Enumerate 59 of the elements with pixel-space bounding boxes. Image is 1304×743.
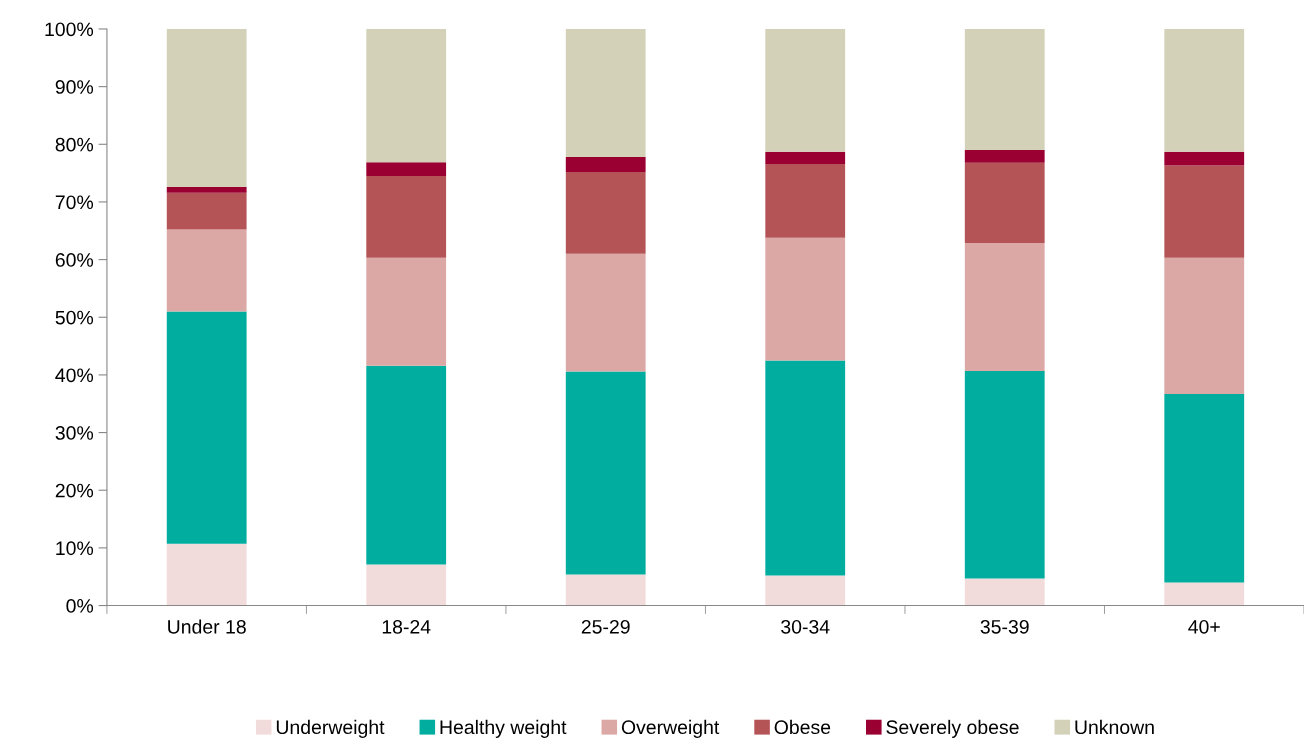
bar (565, 574, 646, 606)
y-tick-label: 90% (55, 80, 94, 94)
y-tick-label: 70% (55, 195, 94, 210)
bar (366, 28, 447, 163)
bar (166, 311, 247, 544)
bar (166, 229, 247, 312)
legend-label: Overweight (621, 719, 720, 738)
bar (765, 575, 846, 606)
bar (565, 253, 646, 372)
bar (964, 162, 1045, 243)
bar (366, 162, 447, 176)
bar (765, 28, 846, 152)
y-tick-label: 20% (55, 483, 94, 498)
y-tick-label: 60% (55, 253, 94, 267)
x-tick-label: 18-24 (382, 619, 431, 634)
bar (366, 257, 447, 366)
bar (765, 151, 846, 164)
bar (565, 156, 646, 172)
y-tick-label: 10% (56, 541, 94, 556)
x-tick-label: Under 18 (168, 619, 246, 634)
bar (166, 28, 247, 187)
legend-label: Obese (774, 719, 831, 735)
bar (964, 242, 1045, 371)
bar (166, 543, 247, 606)
y-tick-label: 80% (55, 137, 94, 152)
y-tick-label: 100% (45, 22, 94, 37)
y-tick-label: 40% (55, 368, 94, 383)
bar (166, 192, 247, 230)
bar (1164, 165, 1245, 258)
bar (366, 176, 447, 258)
bar (565, 371, 646, 575)
bar (765, 163, 846, 238)
x-tick-label: 40+ (1188, 619, 1220, 634)
bar (366, 564, 447, 606)
x-tick-label: 30-34 (781, 619, 830, 634)
bar (1164, 151, 1245, 166)
y-tick-label: 0% (66, 599, 94, 613)
bar (565, 28, 646, 157)
bar (964, 370, 1045, 579)
bar (366, 365, 447, 565)
x-tick-label: 35-39 (980, 619, 1029, 634)
legend-label: Healthy weight (440, 719, 567, 738)
bar (1164, 257, 1245, 394)
bar (964, 150, 1045, 163)
bar (565, 171, 646, 254)
bar (166, 186, 247, 193)
bar (765, 237, 846, 361)
bar (964, 578, 1045, 606)
legend-label: Unknown (1075, 719, 1154, 735)
y-tick-label: 50% (55, 310, 94, 325)
bar (964, 28, 1045, 151)
x-tick-label: 25-29 (581, 619, 630, 634)
bar (1164, 28, 1245, 152)
legend-label: Underweight (276, 719, 385, 738)
bar (765, 360, 846, 576)
legend-label: Severely obese (886, 719, 1019, 738)
y-tick-label: 30% (55, 426, 94, 440)
bar (1164, 393, 1245, 583)
bar (1164, 582, 1245, 606)
